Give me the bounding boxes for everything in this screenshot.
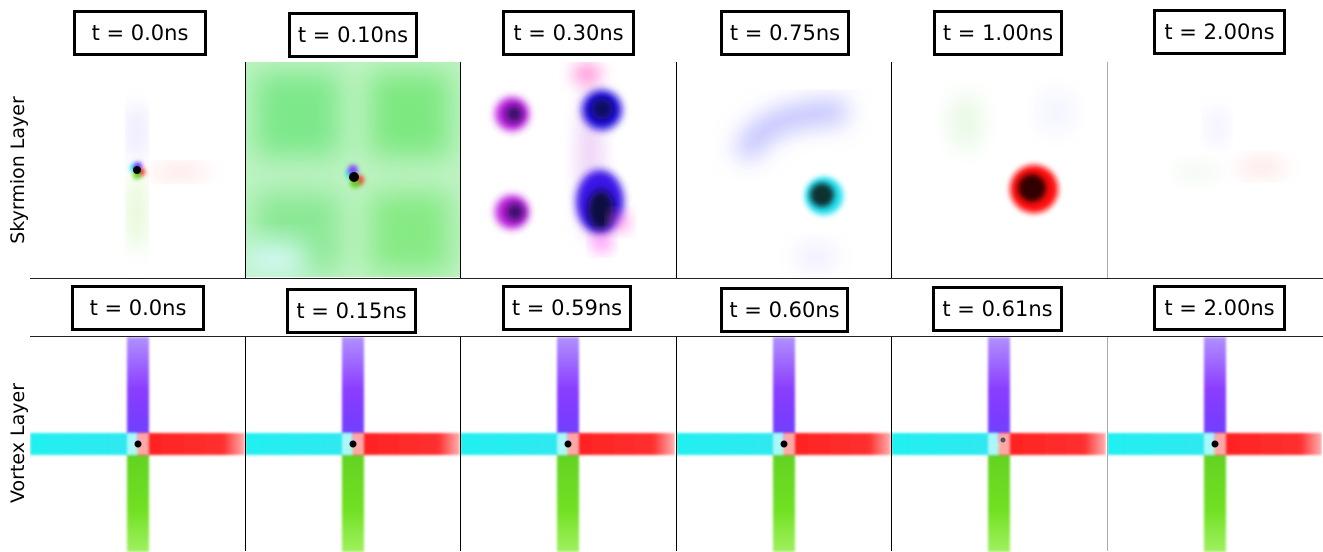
panel-divider <box>245 337 246 551</box>
time-label: t = 0.0ns <box>73 10 207 56</box>
vortex-panel-4 <box>676 337 891 552</box>
time-label: t = 0.61ns <box>932 286 1063 332</box>
time-label: t = 1.00ns <box>933 10 1063 56</box>
vortex-panel-6 <box>1107 337 1322 552</box>
time-label: t = 0.15ns <box>286 288 417 334</box>
skyrmion-panel-3 <box>460 62 675 277</box>
panel-divider <box>245 62 246 278</box>
skyrmion-panel-6 <box>1107 62 1322 277</box>
vortex-panel-2 <box>245 337 460 552</box>
time-label: t = 0.10ns <box>288 12 418 58</box>
skyrmion-panel-2 <box>245 62 460 277</box>
row-label-skyrmion: Skyrmion Layer <box>7 96 29 244</box>
panel-divider <box>1107 337 1108 551</box>
panel-divider <box>676 62 677 278</box>
panel-divider <box>460 62 461 278</box>
time-label: t = 0.60ns <box>720 287 849 333</box>
time-label: t = 2.00ns <box>1153 285 1286 331</box>
row-divider <box>30 278 1323 279</box>
row-label-vortex: Vortex Layer <box>7 382 29 504</box>
vortex-panel-5 <box>891 337 1106 552</box>
time-label: t = 2.00ns <box>1153 9 1286 55</box>
time-label: t = 0.30ns <box>502 10 635 56</box>
panel-divider <box>891 62 892 278</box>
time-label: t = 0.75ns <box>720 10 850 56</box>
skyrmion-panel-5 <box>891 62 1106 277</box>
skyrmion-panel-1 <box>30 62 245 277</box>
row-divider <box>30 336 1323 337</box>
vortex-panel-3 <box>460 337 675 552</box>
panel-divider <box>1107 62 1108 278</box>
skyrmion-panel-4 <box>676 62 891 277</box>
panel-divider <box>676 337 677 551</box>
time-label: t = 0.0ns <box>71 285 205 331</box>
panel-divider <box>460 337 461 551</box>
panel-divider <box>891 337 892 551</box>
time-label: t = 0.59ns <box>502 285 632 331</box>
vortex-panel-1 <box>30 337 245 552</box>
